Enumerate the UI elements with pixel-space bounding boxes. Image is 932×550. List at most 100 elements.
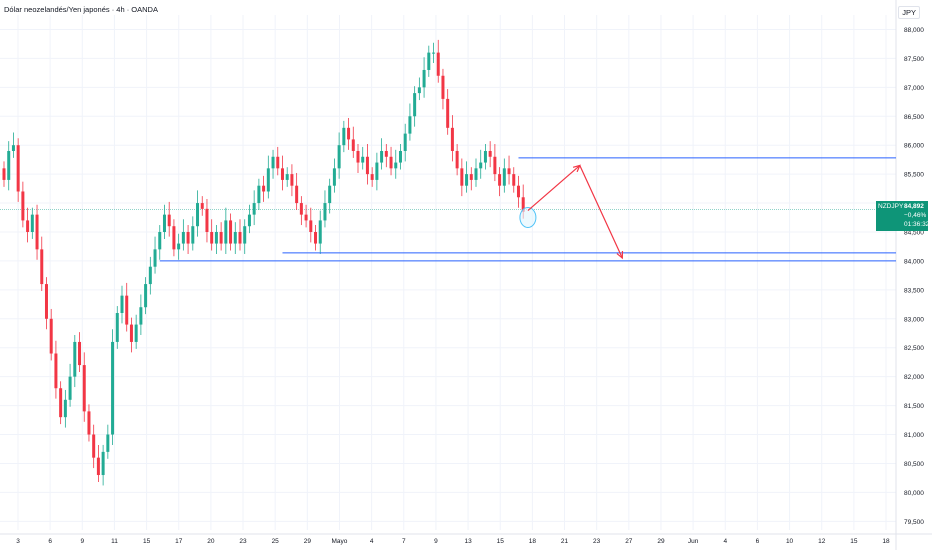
projection-arrow: [579, 165, 623, 259]
last-price: 84,892: [904, 203, 924, 210]
candle-body: [167, 214, 171, 227]
x-tick-label: 4: [370, 538, 374, 545]
candle-body: [21, 191, 25, 221]
candle-body: [295, 185, 299, 204]
y-tick-label: 87,000: [904, 85, 924, 92]
candle-body: [328, 185, 332, 204]
candle-body: [101, 451, 105, 476]
x-tick-label: 29: [657, 538, 665, 545]
price-change: −0,46%: [904, 212, 927, 219]
candle-body: [92, 434, 96, 458]
candle-body: [172, 226, 176, 250]
candle-body: [299, 203, 303, 215]
x-tick-label: 29: [304, 538, 312, 545]
projection-arrow: [527, 164, 581, 212]
candle-body: [280, 168, 284, 180]
candle-body: [191, 226, 195, 244]
candle-body: [351, 139, 355, 151]
y-tick-label: 81,000: [904, 432, 924, 439]
candle-body: [361, 156, 365, 163]
candle-body: [323, 203, 327, 221]
candle-body: [342, 127, 346, 146]
y-tick-label: 84,000: [904, 258, 924, 265]
x-tick-label: 20: [207, 538, 215, 545]
x-tick-label: 6: [48, 538, 52, 545]
candle-body: [375, 162, 379, 180]
candle-body: [446, 98, 450, 128]
y-tick-label: 83,500: [904, 287, 924, 294]
x-tick-label: 9: [80, 538, 84, 545]
candle-body: [63, 399, 67, 418]
candle-body: [247, 214, 251, 227]
candle-body: [44, 284, 48, 319]
y-tick-label: 88,000: [904, 27, 924, 34]
candle-body: [347, 127, 351, 140]
candle-body: [26, 220, 30, 232]
candle-body: [384, 150, 388, 157]
x-tick-label: 23: [593, 538, 601, 545]
candle-body: [332, 168, 336, 186]
candle-body: [474, 168, 478, 180]
candle-body: [266, 168, 270, 192]
y-tick-label: 81,500: [904, 403, 924, 410]
candle-body: [488, 150, 492, 157]
y-tick-label: 83,000: [904, 316, 924, 323]
y-tick-label: 79,500: [904, 519, 924, 526]
candle-body: [337, 145, 341, 169]
x-tick-label: 18: [529, 538, 537, 545]
bar-countdown: 01:36:32: [904, 221, 930, 228]
candle-body: [460, 168, 464, 186]
candle-body: [120, 295, 124, 314]
x-tick-label: 25: [272, 538, 280, 545]
x-tick-label: 10: [786, 538, 794, 545]
y-tick-label: 85,500: [904, 172, 924, 179]
candle-body: [398, 150, 402, 163]
candle-body: [30, 214, 34, 232]
y-tick-label: 82,500: [904, 345, 924, 352]
candle-body: [441, 75, 445, 99]
candle-body: [507, 168, 511, 175]
candle-body: [356, 150, 360, 163]
candle-body: [257, 185, 261, 204]
candle-body: [365, 156, 369, 175]
x-tick-label: 27: [625, 538, 633, 545]
candle-body: [380, 150, 384, 163]
candle-body: [290, 174, 294, 186]
y-tick-label: 87,500: [904, 56, 924, 63]
y-tick-label: 80,000: [904, 490, 924, 497]
candle-body: [432, 52, 436, 54]
x-tick-label: 6: [756, 538, 760, 545]
x-tick-label: 3: [16, 538, 20, 545]
candle-body: [309, 220, 313, 232]
candle-body: [243, 226, 247, 244]
candle-body: [465, 174, 469, 186]
candle-body: [394, 162, 398, 169]
candle-body: [68, 376, 72, 400]
candle-body: [493, 156, 497, 175]
candle-body: [139, 307, 143, 325]
x-tick-label: 15: [497, 538, 505, 545]
candle-body: [413, 93, 417, 117]
candle-body: [238, 231, 242, 244]
candle-body: [521, 197, 525, 212]
candle-body: [271, 156, 275, 169]
candle-body: [153, 249, 157, 267]
candle-body: [106, 434, 110, 452]
candle-body: [129, 324, 133, 342]
y-tick-label: 86,500: [904, 114, 924, 121]
candle-body: [285, 174, 289, 180]
candle-body: [158, 231, 162, 250]
candle-body: [403, 133, 407, 151]
candle-body: [59, 388, 63, 418]
candle-body: [35, 214, 39, 250]
candle-body: [408, 116, 412, 134]
candle-body: [422, 69, 426, 88]
candle-body: [233, 231, 237, 244]
currency-button[interactable]: JPY: [898, 6, 920, 19]
candle-body: [148, 266, 152, 285]
candle-body: [177, 243, 181, 250]
candle-body: [2, 168, 6, 180]
candle-body: [200, 203, 204, 209]
candle-body: [483, 150, 487, 163]
